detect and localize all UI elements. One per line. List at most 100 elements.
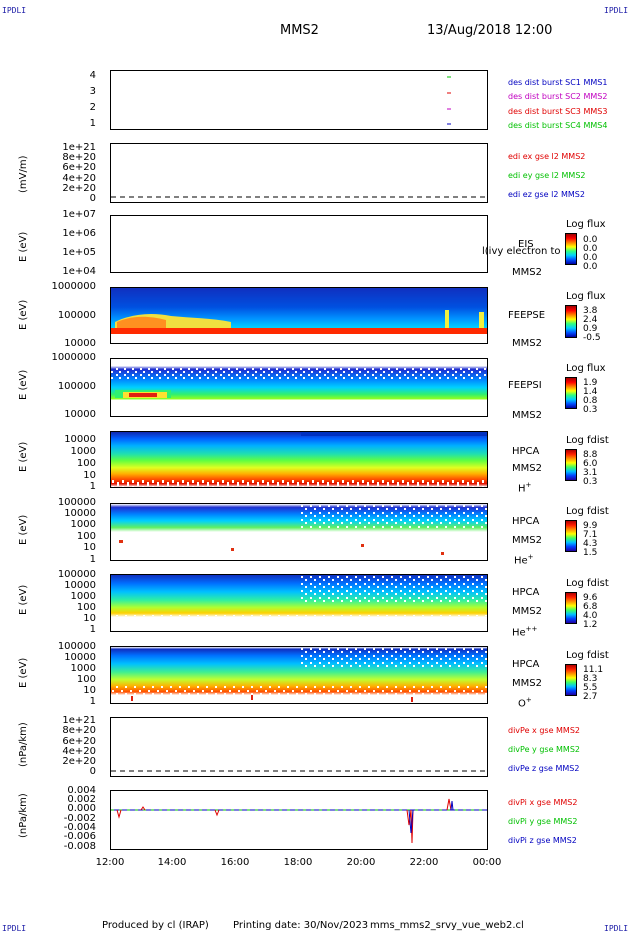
hpca-hepp-panel xyxy=(110,574,488,632)
hpca-o-colorbar xyxy=(565,664,577,696)
hpca-h-ylabel: E (eV) xyxy=(18,441,29,472)
divpi-plot xyxy=(111,798,487,844)
feepsi-colorbar-title: Log flux xyxy=(566,363,606,374)
x-tick-label: 12:00 xyxy=(95,857,125,868)
divpi-ytick: -0.006 xyxy=(63,831,96,842)
divpi-ytick: 0.002 xyxy=(67,794,96,805)
hpca-he-plot xyxy=(111,504,487,560)
hpca-h-plot xyxy=(111,432,487,487)
footer-produced-by: Produced by cl (IRAP) xyxy=(102,920,209,931)
feepsi-ytick: 10000 xyxy=(64,409,96,420)
hpca-o-colorbar-title: Log fdist xyxy=(566,650,609,661)
burst-legend-mms4: des dist burst SC4 MMS4 xyxy=(508,121,608,130)
feepse-cbtick: 2.4 xyxy=(583,315,598,325)
hpca-hepp-ytick: 100 xyxy=(76,602,96,613)
hpca-he-colorbar xyxy=(565,520,577,552)
hpca-hepp-ytick: 1 xyxy=(89,624,96,635)
hpca-he-dot xyxy=(119,540,123,543)
burst-plot xyxy=(447,76,451,125)
hpca-h-colorbar-title: Log fdist xyxy=(566,435,609,446)
divpi-ylabel: (nPa/km) xyxy=(18,793,29,838)
hpca-he-ytick: 1 xyxy=(89,554,96,565)
divpe-panel xyxy=(110,717,488,777)
divpe-ylabel: (nPa/km) xyxy=(18,722,29,767)
hpca-o-cbtick: 8.3 xyxy=(583,674,598,684)
hpca-hepp-ytick: 100000 xyxy=(57,569,96,580)
hpca-hepp-label: HPCA xyxy=(512,587,540,598)
hpca-hepp-cbtick: 1.2 xyxy=(583,620,598,630)
hpca-he-mms-label: MMS2 xyxy=(512,535,542,546)
eis-colorbar xyxy=(565,233,577,265)
hpca-h-background xyxy=(111,432,487,487)
edi-plot xyxy=(111,196,487,198)
hpca-he-dot xyxy=(231,548,234,551)
divpe-plot xyxy=(111,770,487,772)
hpca-h-speckle xyxy=(111,480,487,487)
feepse-panel xyxy=(110,287,488,344)
divpi-legend-y: divPi y gse MMS2 xyxy=(508,817,578,826)
burst-ytick: 4 xyxy=(89,70,96,81)
hpca-h-ytick: 1 xyxy=(89,481,96,492)
hpca-he-colorbar-title: Log fdist xyxy=(566,506,609,517)
eis-label: EIS xyxy=(518,239,534,250)
footer-script-name: mms_mms2_srvy_vue_web2.cl xyxy=(370,920,524,931)
edi-legend-y: edi ey gse l2 MMS2 xyxy=(508,171,586,180)
feepse-colorbar-title: Log flux xyxy=(566,291,606,302)
divpe-ytick: 1e+21 xyxy=(62,715,96,726)
hpca-hepp-speckle xyxy=(111,615,487,619)
hpca-he-cbtick: 1.5 xyxy=(583,548,598,558)
eis-ytick: 1e+04 xyxy=(62,266,96,277)
feepse-ytick: 1000000 xyxy=(51,281,96,292)
divpi-z-spike xyxy=(408,800,454,834)
hpca-o-ytick: 10000 xyxy=(64,652,96,663)
divpe-ytick: 2e+20 xyxy=(62,756,96,767)
feepse-empty-band xyxy=(111,334,487,343)
hpca-h-cbtick: 6.0 xyxy=(583,459,598,469)
hpca-h-feature xyxy=(301,432,487,436)
eis-cbtick: 0.0 xyxy=(583,262,598,272)
corner-label-top-left: IPDLI xyxy=(2,6,27,15)
hpca-h-label: HPCA xyxy=(512,446,540,457)
feepsi-mms-label: MMS2 xyxy=(512,410,542,421)
x-tick-label: 00:00 xyxy=(472,857,502,868)
x-tick-label: 20:00 xyxy=(346,857,376,868)
edi-ytick: 0 xyxy=(89,193,96,204)
divpe-ytick: 6e+20 xyxy=(62,736,96,747)
eis-colorbar-title: Log flux xyxy=(566,219,606,230)
eis-ylabel: E (eV) xyxy=(18,231,29,262)
burst-ytick: 1 xyxy=(89,118,96,129)
feepsi-enhancement xyxy=(129,393,157,397)
hpca-he-ytick: 1000 xyxy=(70,519,96,530)
hpca-hepp-cbtick: 6.8 xyxy=(583,602,598,612)
hpca-he-ytick: 10000 xyxy=(64,508,96,519)
hpca-hepp-colorbar-title: Log fdist xyxy=(566,578,609,589)
burst-ytick: 2 xyxy=(89,102,96,113)
feepsi-ylabel: E (eV) xyxy=(18,369,29,400)
divpi-ytick: 0.004 xyxy=(67,785,96,796)
feepsi-cbtick: 1.4 xyxy=(583,387,598,397)
hpca-o-speckle xyxy=(301,647,487,667)
divpi-legend-z: divPi z gse MMS2 xyxy=(508,836,577,845)
hpca-he-cbtick: 7.1 xyxy=(583,530,598,540)
hpca-o-label: HPCA xyxy=(512,659,540,670)
feepsi-speckle xyxy=(111,367,487,379)
hpca-h-ytick: 10 xyxy=(83,470,96,481)
feepse-ytick: 100000 xyxy=(57,310,96,321)
feepsi-cbtick: 0.3 xyxy=(583,405,598,415)
feepse-plot xyxy=(111,288,487,343)
feepse-burst xyxy=(445,310,449,328)
divpi-panel xyxy=(110,790,488,850)
hpca-hepp-mms-label: MMS2 xyxy=(512,606,542,617)
hpca-h-ytick: 100 xyxy=(76,458,96,469)
divpi-ytick: -0.002 xyxy=(63,813,96,824)
divpe-legend-z: divPe z gse MMS2 xyxy=(508,764,580,773)
hpca-hepp-ytick: 10000 xyxy=(64,580,96,591)
hpca-he-ylabel: E (eV) xyxy=(18,514,29,545)
feepse-colorbar xyxy=(565,305,577,338)
burst-panel xyxy=(110,70,488,130)
feepsi-plot xyxy=(111,359,487,416)
hpca-h-colorbar xyxy=(565,449,577,481)
hpca-o-cbtick: 2.7 xyxy=(583,692,598,702)
burst-legend-mms2: des dist burst SC2 MMS2 xyxy=(508,92,608,101)
divpi-ytick: 0.000 xyxy=(67,803,96,814)
